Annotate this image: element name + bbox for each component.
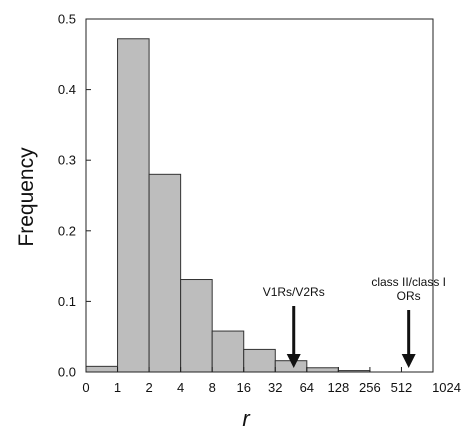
x-tick-label: 1024 [432, 380, 461, 395]
x-axis-title: r [242, 406, 251, 427]
y-tick-label: 0.1 [58, 294, 76, 309]
x-tick-label: 32 [268, 380, 282, 395]
annotation-1: V1Rs/V2Rs [263, 285, 325, 368]
x-tick-label: 512 [391, 380, 413, 395]
x-tick-label: 8 [209, 380, 216, 395]
annotation-label: class II/class I [371, 275, 446, 289]
y-tick-label: 0.3 [58, 153, 76, 168]
y-axis: 0.0 0.1 0.2 0.3 0.4 0.5 [58, 12, 91, 380]
bar-8-16 [211, 330, 245, 373]
x-tick-label: 128 [328, 380, 350, 395]
y-tick-label: 0.0 [58, 365, 76, 380]
annotation-label: ORs [397, 289, 421, 303]
x-tick-label: 4 [177, 380, 184, 395]
bar-0-1 [85, 365, 119, 373]
x-tick-label: 1 [114, 380, 121, 395]
down-arrow-icon [401, 354, 416, 368]
bar-4-8 [180, 279, 213, 373]
annotation-label: V1Rs/V2Rs [263, 285, 325, 299]
x-tick-label: 64 [300, 380, 314, 395]
x-tick-label: 16 [236, 380, 250, 395]
bar-2-4 [148, 173, 182, 373]
x-tick-label: 256 [359, 380, 381, 395]
x-tick-label: 0 [82, 380, 89, 395]
x-tick-label: 2 [145, 380, 152, 395]
plot-frame [85, 18, 434, 373]
bars-layer [85, 38, 371, 373]
y-tick-label: 0.2 [58, 223, 76, 238]
down-arrow-icon [286, 354, 301, 368]
y-axis-title: Frequency [15, 147, 38, 247]
bar-64-128 [306, 367, 339, 373]
bar-1-2 [117, 38, 150, 373]
y-tick-label: 0.5 [58, 12, 76, 27]
x-axis: 0 1 2 4 8 16 32 64 128 256 512 1024 [82, 367, 461, 395]
bar-16-32 [243, 348, 276, 373]
y-tick-label: 0.4 [58, 82, 76, 97]
